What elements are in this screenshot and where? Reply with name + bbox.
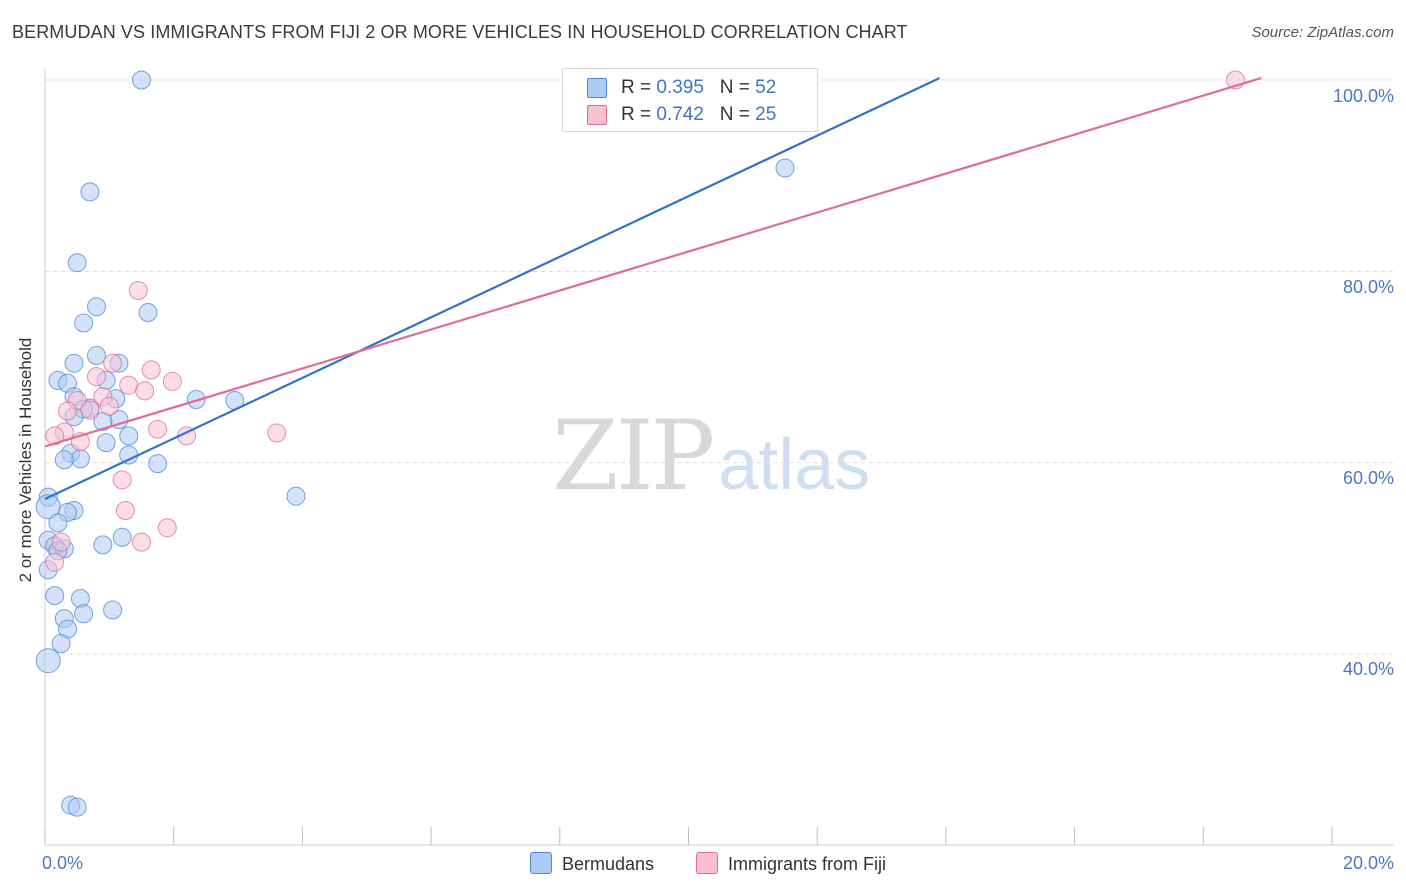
legend-swatch-bermudans — [587, 78, 607, 98]
data-point-bermudans — [67, 253, 87, 273]
data-point-bermudans — [70, 449, 90, 469]
y-tick-label-40: 40.0% — [1342, 659, 1394, 679]
data-point-bermudans — [51, 634, 71, 653]
bottom-legend-fiji: Immigrants from Fiji — [696, 852, 886, 875]
bottom-legend-swatch-bermudans — [530, 852, 552, 874]
watermark-atlas: atlas — [718, 425, 871, 505]
source-label: Source: ZipAtlas.com — [1251, 24, 1394, 41]
data-point-bermudans — [138, 303, 158, 322]
trend-line-fiji — [44, 77, 1262, 448]
data-point-bermudans — [148, 454, 168, 474]
chart-title: BERMUDAN VS IMMIGRANTS FROM FIJI 2 OR MO… — [12, 22, 908, 42]
bottom-legend-label-bermudans: Bermudans — [562, 854, 655, 874]
legend-n-label: N = — [719, 104, 756, 125]
data-point-fiji — [103, 353, 123, 373]
data-point-bermudans — [48, 513, 68, 533]
legend-n-value: 52 — [755, 77, 777, 98]
watermark-zip: ZIP — [552, 400, 715, 512]
data-point-fiji — [162, 371, 182, 391]
data-point-bermudans — [70, 589, 90, 608]
data-point-bermudans — [93, 535, 113, 555]
y-tick-label-100: 100.0% — [1332, 86, 1394, 106]
data-point-bermudans — [35, 648, 61, 674]
data-point-fiji — [99, 396, 119, 416]
data-point-bermudans — [54, 450, 74, 470]
y-axis-label: 2 or more Vehicles in Household — [16, 337, 35, 583]
data-point-bermudans — [87, 346, 106, 365]
x-tick-label-min: 0.0% — [42, 853, 84, 873]
legend-swatch-fiji — [587, 105, 607, 125]
bottom-legend-bermudans: Bermudans — [530, 852, 654, 875]
y-tick-label-60: 60.0% — [1342, 468, 1394, 488]
data-point-bermudans — [64, 353, 84, 373]
data-point-fiji — [115, 501, 135, 520]
data-point-bermudans — [80, 182, 100, 202]
data-point-fiji — [135, 381, 155, 401]
data-point-bermudans — [45, 586, 65, 606]
data-point-bermudans — [103, 600, 123, 620]
y-tick-label-80: 80.0% — [1342, 277, 1394, 297]
data-point-fiji — [87, 367, 106, 387]
bottom-legend-swatch-fiji — [696, 852, 718, 874]
legend-text-bermudans: R = 0.395 N = 52 — [621, 77, 776, 99]
data-point-bermudans — [74, 604, 94, 624]
data-point-bermudans — [96, 433, 116, 453]
data-point-bermudans — [87, 297, 106, 317]
data-point-bermudans — [112, 527, 132, 547]
legend-text-fiji: R = 0.742 N = 25 — [621, 104, 776, 126]
x-tick-label-max: 20.0% — [1342, 853, 1394, 873]
data-point-fiji — [45, 552, 65, 572]
data-point-bermudans — [67, 797, 87, 817]
correlation-legend: R = 0.395 N = 52 R = 0.742 N = 25 — [562, 68, 818, 132]
watermark: ZIPatlas — [552, 400, 870, 512]
trend-line-bermudans — [44, 77, 940, 500]
data-point-fiji — [119, 375, 139, 395]
data-point-bermudans — [286, 486, 306, 506]
legend-r-value: 0.742 — [656, 104, 704, 125]
data-point-bermudans — [775, 158, 795, 178]
data-point-bermudans — [119, 426, 139, 446]
data-point-fiji — [51, 532, 71, 552]
data-point-fiji — [157, 518, 177, 538]
legend-r-label: R = — [621, 77, 657, 98]
data-point-fiji — [132, 532, 151, 552]
legend-r-label: R = — [621, 104, 657, 125]
legend-n-label: N = — [719, 77, 756, 98]
data-point-fiji — [45, 426, 65, 446]
data-point-fiji — [128, 281, 148, 300]
data-point-fiji — [80, 400, 100, 420]
data-point-bermudans — [119, 445, 139, 465]
data-point-fiji — [112, 470, 132, 490]
data-point-fiji — [141, 360, 161, 380]
legend-r-value: 0.395 — [656, 77, 704, 98]
bottom-legend-label-fiji: Immigrants from Fiji — [728, 854, 887, 874]
data-point-bermudans — [132, 70, 151, 90]
data-point-bermudans — [74, 313, 94, 333]
legend-n-value: 25 — [755, 104, 777, 125]
data-point-fiji — [148, 419, 168, 439]
data-point-fiji — [267, 423, 287, 443]
data-point-fiji — [58, 401, 77, 421]
